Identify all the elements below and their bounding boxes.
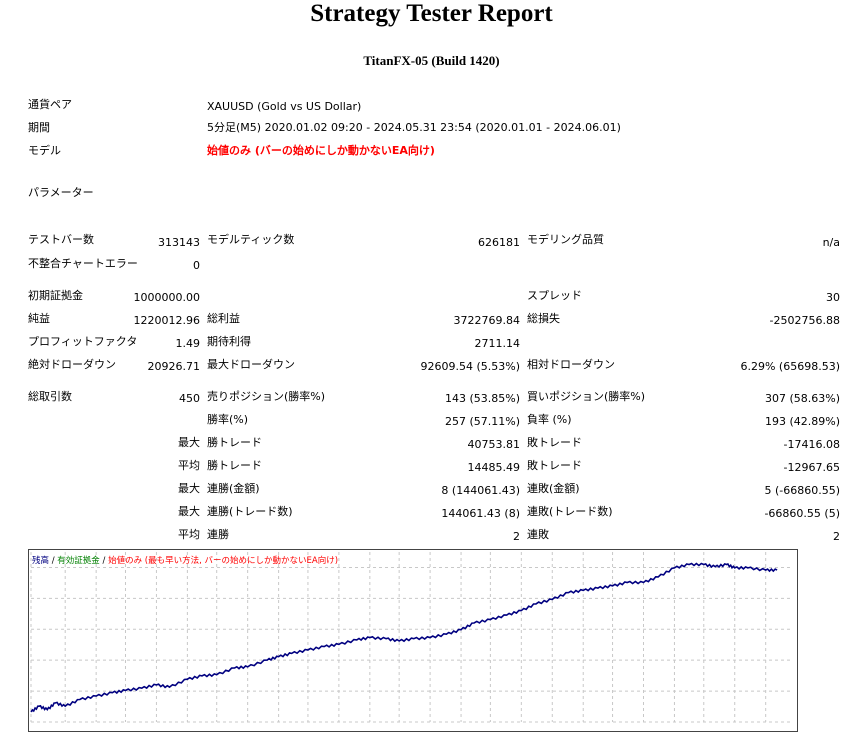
report-subtitle: TitanFX-05 (Build 1420) [363, 53, 500, 68]
expected-payoff-label: 期待利得 [207, 335, 251, 348]
max-drawdown-value: 92609.54 (5.53%) [420, 360, 520, 373]
avg-win-value: 14485.49 [467, 461, 521, 474]
avg-win-label: 勝トレード [207, 459, 262, 472]
max-consec-win-trades-value: 144061.43 (8) [441, 507, 520, 520]
max-consec-loss-trades-label: 連敗(トレード数) [527, 505, 613, 518]
bars-value: 313143 [158, 236, 200, 249]
win-rate-label: 勝率(%) [207, 413, 249, 426]
period-label: 期間 [28, 121, 50, 134]
avg-loss-value: -12967.65 [783, 461, 840, 474]
total-trades-value: 450 [179, 392, 200, 405]
total-trades-label: 総取引数 [28, 390, 72, 403]
net-profit-label: 純益 [28, 312, 50, 325]
deposit-value: 1000000.00 [133, 291, 200, 304]
parameters-label: パラメーター [28, 186, 94, 199]
avg-consec-loss-value: 2 [833, 530, 840, 543]
balance-chart-plot: 2283716200892617341361459347118455790976… [28, 552, 844, 742]
avg-label-1: 平均 [178, 459, 200, 472]
relative-drawdown-label: 相対ドローダウン [527, 358, 615, 371]
quality-value: n/a [822, 236, 840, 249]
net-profit-value: 1220012.96 [133, 314, 200, 327]
ticks-label: モデルティック数 [207, 233, 295, 246]
relative-drawdown-value: 6.29% (65698.53) [740, 360, 840, 373]
legend-separator: / [49, 556, 57, 566]
max-drawdown-label: 最大ドローダウン [207, 358, 295, 371]
max-label-2: 最大 [178, 482, 200, 495]
legend-equity: 有効証拠金 [57, 555, 100, 566]
legend-model: 始値のみ (最も早い方法, バーの始めにしか動かないEA向け) [108, 555, 338, 566]
win-rate-value: 257 (57.11%) [444, 415, 520, 428]
gross-profit-label: 総利益 [207, 312, 240, 325]
max-consec-win-money-value: 8 (144061.43) [441, 484, 520, 497]
largest-loss-label: 敗トレード [527, 436, 582, 449]
model-label: モデル [28, 144, 61, 157]
deposit-label: 初期証拠金 [28, 289, 83, 302]
quality-label: モデリング品質 [527, 233, 604, 246]
model-value: 始値のみ (バーの始めにしか動かないEA向け) [207, 144, 435, 157]
profit-factor-value: 1.49 [175, 337, 201, 350]
max-consec-loss-money-value: 5 (-66860.55) [764, 484, 840, 497]
profit-factor-label: プロフィットファクタ [28, 335, 138, 348]
avg-loss-label: 敗トレード [527, 459, 582, 472]
avg-consec-win-label: 連勝 [207, 528, 229, 541]
long-positions-label: 買いポジション(勝率%) [527, 390, 646, 403]
report-title: Strategy Tester Report [310, 0, 553, 27]
balance-series-line [30, 562, 778, 713]
absolute-drawdown-label: 絶対ドローダウン [28, 358, 116, 371]
spread-value: 30 [826, 291, 840, 304]
long-positions-value: 307 (58.63%) [764, 392, 840, 405]
symbol-label: 通貨ペア [28, 98, 72, 111]
largest-loss-value: -17416.08 [783, 438, 840, 451]
bars-label: テストバー数 [28, 233, 94, 246]
avg-consec-win-value: 2 [513, 530, 520, 543]
avg-label-2: 平均 [178, 528, 200, 541]
loss-rate-label: 負率 (%) [527, 413, 572, 426]
period-value: 5分足(M5) 2020.01.02 09:20 - 2024.05.31 23… [207, 121, 621, 134]
max-consec-win-trades-label: 連勝(トレード数) [207, 505, 293, 518]
symbol-value: XAUUSD (Gold vs US Dollar) [207, 100, 362, 113]
mismatch-value: 0 [193, 259, 200, 272]
gross-loss-value: -2502756.88 [769, 314, 840, 327]
largest-win-value: 40753.81 [467, 438, 521, 451]
largest-win-label: 勝トレード [207, 436, 262, 449]
ticks-value: 626181 [478, 236, 520, 249]
loss-rate-value: 193 (42.89%) [764, 415, 840, 428]
max-label-3: 最大 [178, 505, 200, 518]
max-consec-loss-trades-value: -66860.55 (5) [764, 507, 840, 520]
short-positions-label: 売りポジション(勝率%) [207, 390, 326, 403]
short-positions-value: 143 (53.85%) [444, 392, 520, 405]
max-consec-win-money-label: 連勝(金額) [207, 482, 260, 495]
legend-balance: 残高 [32, 555, 49, 566]
absolute-drawdown-value: 20926.71 [147, 360, 201, 373]
legend: 残高 / 有効証拠金 / 始値のみ (最も早い方法, バーの始めにしか動かないE… [32, 555, 338, 566]
max-label-1: 最大 [178, 436, 200, 449]
spread-label: スプレッド [527, 289, 582, 302]
max-consec-loss-money-label: 連敗(金額) [527, 482, 580, 495]
legend-separator: / [100, 556, 108, 566]
gross-loss-label: 総損失 [527, 312, 560, 325]
balance-chart: 2283716200892617341361459347118455790976… [28, 549, 844, 742]
expected-payoff-value: 2711.14 [474, 337, 521, 350]
avg-consec-loss-label: 連敗 [527, 528, 549, 541]
gross-profit-value: 3722769.84 [453, 314, 520, 327]
mismatch-label: 不整合チャートエラー [28, 257, 138, 270]
